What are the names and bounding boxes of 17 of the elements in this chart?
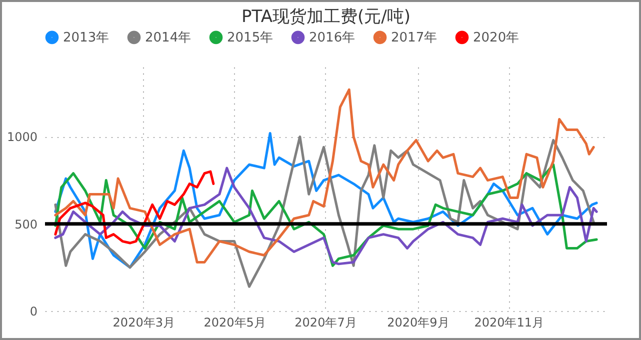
line-series xyxy=(54,170,215,244)
legend-label: 2013年 xyxy=(63,30,110,46)
legend-label: 2017年 xyxy=(391,30,438,46)
x-tick-label: 2020年11月 xyxy=(474,316,544,330)
line-series xyxy=(54,88,595,264)
x-tick-label: 2020年7月 xyxy=(294,316,357,330)
x-tick-label: 2020年3月 xyxy=(112,316,175,330)
legend-label: 2016年 xyxy=(309,30,356,46)
y-tick-label: 0 xyxy=(30,304,38,318)
y-tick-label: 500 xyxy=(14,217,38,232)
x-tick-label: 2020年9月 xyxy=(387,316,450,330)
y-tick-label: 1000 xyxy=(6,130,38,144)
chart-title: PTA现货加工费(元/吨) xyxy=(242,7,410,27)
x-tick-label: 2020年5月 xyxy=(204,316,266,330)
legend-label: 2020年 xyxy=(473,30,520,46)
legend-label: 2015年 xyxy=(227,30,274,46)
legend-label: 2014年 xyxy=(145,30,192,46)
